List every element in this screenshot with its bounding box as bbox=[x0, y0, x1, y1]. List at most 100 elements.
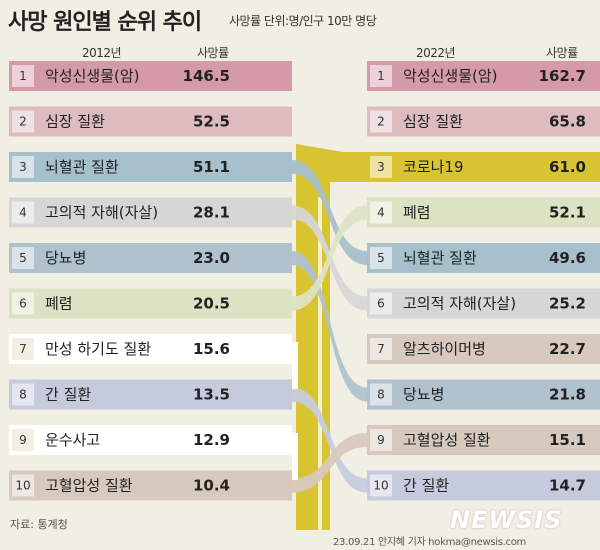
left-row-2 bbox=[9, 106, 292, 137]
left-row-5-rank-box bbox=[12, 247, 34, 269]
right-row-5 bbox=[367, 243, 600, 273]
source-note: 자료: 통계청 bbox=[10, 518, 68, 531]
right-row-1-rank-box bbox=[370, 65, 392, 87]
connector-6 bbox=[292, 205, 367, 311]
left-row-9-value: 12.9 bbox=[193, 431, 230, 449]
right-row-4-rank-box bbox=[370, 201, 392, 224]
left-value-header: 사망률 bbox=[197, 46, 229, 60]
right-row-6 bbox=[367, 288, 600, 319]
chart-subtitle: 사망률 단위:명/인구 10만 명당 bbox=[229, 14, 377, 28]
right-row-10-rank-box bbox=[370, 474, 392, 497]
right-row-9-name: 고혈압성 질환 bbox=[403, 431, 491, 449]
right-value-header: 사망률 bbox=[546, 46, 578, 60]
left-row-4 bbox=[9, 197, 292, 228]
connector-5 bbox=[292, 251, 367, 402]
right-row-10-rank: 10 bbox=[373, 479, 388, 493]
left-row-1-value: 146.5 bbox=[183, 67, 230, 85]
left-row-8-rank: 8 bbox=[19, 388, 27, 402]
right-row-10 bbox=[367, 470, 600, 501]
highlight-band-inner bbox=[318, 197, 322, 530]
left-row-2-name: 심장 질환 bbox=[45, 113, 105, 131]
right-row-6-rank-box bbox=[370, 292, 392, 315]
left-row-5 bbox=[9, 243, 292, 273]
left-row-6 bbox=[9, 288, 292, 319]
left-row-3-value: 51.1 bbox=[193, 158, 230, 176]
right-row-7 bbox=[367, 334, 600, 364]
right-row-3-value: 61.0 bbox=[549, 158, 586, 176]
left-row-2-rank-box bbox=[12, 110, 34, 133]
right-row-8-rank-box bbox=[370, 383, 392, 406]
right-row-5-rank: 5 bbox=[377, 251, 385, 265]
left-row-7-value: 15.6 bbox=[193, 340, 230, 358]
left-row-7-name: 만성 하기도 질환 bbox=[45, 340, 151, 358]
left-row-5-rank: 5 bbox=[19, 251, 27, 265]
right-row-9 bbox=[367, 425, 600, 455]
right-row-4 bbox=[367, 197, 600, 228]
left-row-4-value: 28.1 bbox=[193, 204, 230, 222]
left-row-4-rank: 4 bbox=[19, 206, 27, 220]
connector-8 bbox=[292, 387, 367, 493]
left-row-6-name: 폐렴 bbox=[45, 295, 73, 313]
left-row-9-rank: 9 bbox=[19, 433, 27, 447]
connector-3 bbox=[292, 160, 367, 265]
left-row-8-value: 13.5 bbox=[193, 386, 230, 404]
right-row-2 bbox=[367, 106, 600, 137]
right-row-3-rank-box bbox=[370, 156, 392, 178]
left-row-6-value: 20.5 bbox=[193, 295, 230, 313]
left-row-6-rank-box bbox=[12, 292, 34, 315]
left-row-10-rank-box bbox=[12, 474, 34, 497]
right-row-9-rank: 9 bbox=[377, 433, 385, 447]
right-year-header: 2022년 bbox=[416, 46, 456, 60]
right-row-2-rank-box bbox=[370, 110, 392, 133]
left-row-4-name: 고의적 자해(자살) bbox=[45, 204, 158, 222]
right-row-2-name: 심장 질환 bbox=[403, 113, 463, 131]
dropout-tail-7 bbox=[292, 342, 298, 389]
right-row-7-name: 알츠하이머병 bbox=[403, 340, 486, 358]
right-row-10-value: 14.7 bbox=[549, 477, 586, 495]
left-row-10-name: 고혈압성 질환 bbox=[45, 477, 133, 495]
left-row-6-rank: 6 bbox=[19, 297, 27, 311]
left-row-3 bbox=[9, 152, 292, 182]
left-row-9-rank-box bbox=[12, 429, 34, 451]
left-row-3-rank-box bbox=[12, 156, 34, 178]
right-row-4-rank: 4 bbox=[377, 206, 385, 220]
left-year-header: 2012년 bbox=[82, 46, 122, 60]
right-row-5-rank-box bbox=[370, 247, 392, 269]
left-row-2-value: 52.5 bbox=[193, 113, 230, 131]
right-row-8-rank: 8 bbox=[377, 388, 385, 402]
right-row-3-rank: 3 bbox=[377, 160, 385, 174]
left-row-9 bbox=[9, 425, 292, 455]
right-row-6-value: 25.2 bbox=[549, 295, 586, 313]
left-row-1-rank: 1 bbox=[19, 69, 27, 83]
right-row-8-name: 당뇨병 bbox=[403, 386, 444, 404]
right-row-6-rank: 6 bbox=[377, 297, 385, 311]
left-row-1-name: 악성신생물(암) bbox=[45, 67, 140, 85]
right-row-5-name: 뇌혈관 질환 bbox=[403, 249, 477, 267]
right-row-7-rank-box bbox=[370, 338, 392, 360]
right-row-4-value: 52.1 bbox=[549, 204, 586, 222]
right-row-1-rank: 1 bbox=[377, 69, 385, 83]
right-row-10-name: 간 질환 bbox=[403, 477, 449, 495]
left-row-10-value: 10.4 bbox=[193, 477, 230, 495]
right-row-4-name: 폐렴 bbox=[403, 204, 431, 222]
left-row-10-rank: 10 bbox=[15, 479, 30, 493]
left-row-3-name: 뇌혈관 질환 bbox=[45, 158, 119, 176]
left-row-5-name: 당뇨병 bbox=[45, 249, 86, 267]
left-row-8-name: 간 질환 bbox=[45, 386, 91, 404]
left-row-3-rank: 3 bbox=[19, 160, 27, 174]
right-row-1-value: 162.7 bbox=[539, 67, 586, 85]
right-row-7-value: 22.7 bbox=[549, 340, 586, 358]
left-row-4-rank-box bbox=[12, 201, 34, 224]
right-row-2-rank: 2 bbox=[377, 115, 385, 129]
newsis-logo: NEWSIS bbox=[450, 506, 563, 534]
left-row-7 bbox=[9, 334, 292, 364]
right-row-8 bbox=[367, 379, 600, 410]
right-row-3-name: 코로나19 bbox=[403, 158, 464, 176]
left-row-8-rank-box bbox=[12, 383, 34, 406]
left-row-7-rank: 7 bbox=[19, 342, 27, 356]
right-row-9-value: 15.1 bbox=[549, 431, 586, 449]
left-row-5-value: 23.0 bbox=[193, 249, 230, 267]
right-row-8-value: 21.8 bbox=[549, 386, 586, 404]
